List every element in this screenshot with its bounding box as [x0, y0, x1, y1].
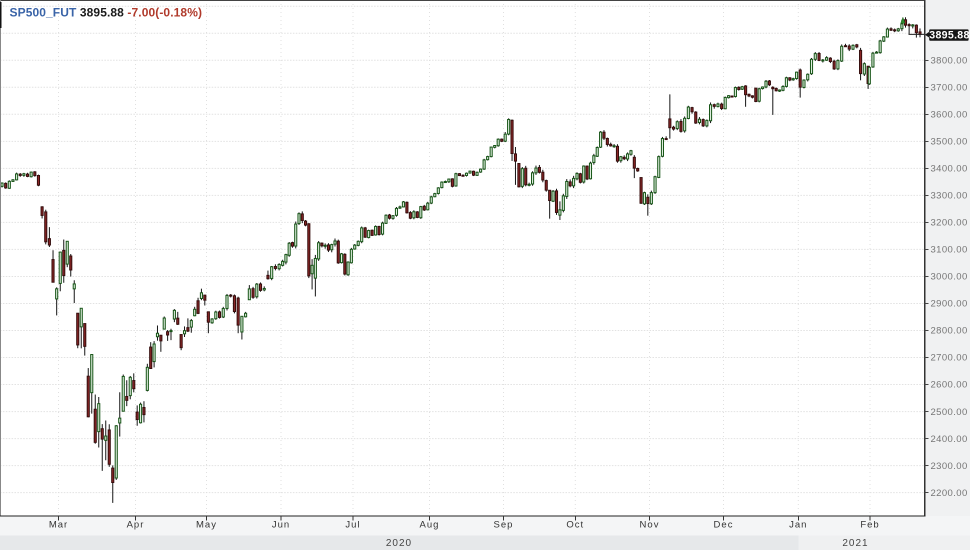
svg-text:3800.00: 3800.00 [931, 56, 968, 67]
svg-text:Nov: Nov [640, 520, 660, 531]
svg-text:2700.00: 2700.00 [931, 353, 968, 364]
svg-text:Feb: Feb [860, 520, 879, 531]
svg-text:May: May [196, 520, 217, 531]
svg-text:Jan: Jan [789, 520, 807, 531]
svg-text:Aug: Aug [420, 520, 440, 531]
svg-text:2200.00: 2200.00 [931, 488, 968, 499]
svg-text:Dec: Dec [714, 520, 734, 531]
svg-text:3100.00: 3100.00 [931, 245, 968, 256]
svg-text:2900.00: 2900.00 [931, 299, 968, 310]
svg-text:2300.00: 2300.00 [931, 461, 968, 472]
svg-text:3300.00: 3300.00 [931, 191, 968, 202]
svg-text:3895.88: 3895.88 [929, 30, 969, 42]
svg-text:Mar: Mar [49, 520, 68, 531]
svg-text:3400.00: 3400.00 [931, 164, 968, 175]
svg-text:3600.00: 3600.00 [931, 110, 968, 121]
svg-text:3500.00: 3500.00 [931, 137, 968, 148]
svg-text:Jul: Jul [345, 520, 360, 531]
svg-text:2400.00: 2400.00 [931, 434, 968, 445]
svg-text:Sep: Sep [494, 520, 514, 531]
svg-text:2020: 2020 [386, 538, 412, 549]
svg-text:2500.00: 2500.00 [931, 407, 968, 418]
svg-text:3700.00: 3700.00 [931, 83, 968, 94]
svg-text:2800.00: 2800.00 [931, 326, 968, 337]
svg-text:3000.00: 3000.00 [931, 272, 968, 283]
svg-text:2600.00: 2600.00 [931, 380, 968, 391]
svg-text:2021: 2021 [842, 538, 868, 549]
svg-text:Apr: Apr [127, 520, 145, 531]
svg-text:3200.00: 3200.00 [931, 218, 968, 229]
svg-text:Oct: Oct [566, 520, 584, 531]
svg-text:SP500_FUT 3895.88 -7.00(-0.18%: SP500_FUT 3895.88 -7.00(-0.18%) [10, 5, 203, 19]
svg-text:Jun: Jun [272, 520, 290, 531]
